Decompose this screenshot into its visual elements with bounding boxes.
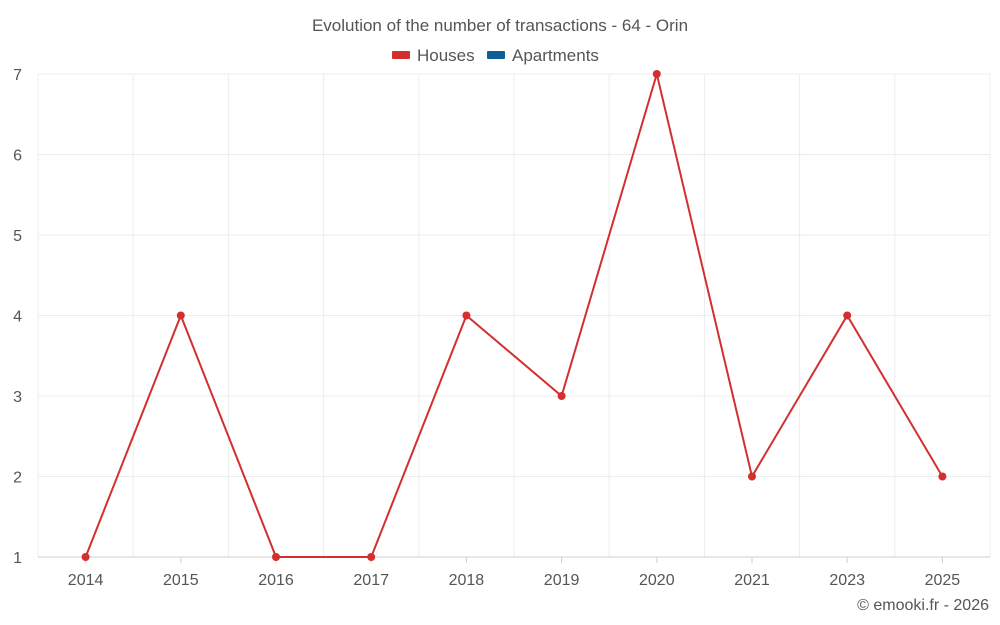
y-tick-label: 4 xyxy=(13,309,22,326)
chart-title: Evolution of the number of transactions … xyxy=(312,16,688,35)
legend-label-houses: Houses xyxy=(417,46,475,65)
data-point-houses-2016[interactable] xyxy=(272,553,280,561)
x-tick-label: 2023 xyxy=(829,572,865,589)
data-point-houses-2023[interactable] xyxy=(843,311,852,320)
data-point-houses-2019[interactable] xyxy=(557,392,566,400)
data-point-houses-2020[interactable] xyxy=(652,70,661,78)
legend-label-apartments: Apartments xyxy=(512,46,599,65)
data-point-houses-2014[interactable] xyxy=(81,553,90,561)
y-tick-label: 7 xyxy=(13,67,22,84)
data-point-houses-2017[interactable] xyxy=(367,553,376,561)
x-tick-label: 2018 xyxy=(449,572,485,589)
legend-item-apartments[interactable]: Apartments xyxy=(487,46,599,65)
data-point-houses-2025[interactable] xyxy=(938,472,947,481)
legend: Houses Apartments xyxy=(392,46,599,65)
y-tick-label: 5 xyxy=(13,228,22,245)
legend-swatch-apartments xyxy=(487,51,505,59)
x-axis: 2014 2015 2016 2017 2018 2019 2020 2021 2023 2025 xyxy=(38,556,990,589)
data-point-houses-2018[interactable] xyxy=(462,311,471,320)
y-tick-label: 6 xyxy=(13,148,22,165)
data-point-houses-2021[interactable] xyxy=(748,472,756,481)
y-tick-label: 3 xyxy=(13,389,22,406)
y-tick-label: 2 xyxy=(13,470,22,487)
credit-text: © emooki.fr - 2026 xyxy=(857,597,989,614)
x-tick-label: 2016 xyxy=(258,572,294,589)
x-tick-label: 2014 xyxy=(68,572,104,589)
data-point-houses-2015[interactable] xyxy=(176,311,185,320)
x-tick-label: 2017 xyxy=(353,572,389,589)
x-tick-label: 2021 xyxy=(734,572,770,589)
legend-swatch-houses xyxy=(392,51,410,59)
x-tick-label: 2025 xyxy=(925,572,961,589)
plot-area xyxy=(81,70,947,561)
gridlines xyxy=(37,73,991,557)
x-tick-label: 2015 xyxy=(163,572,199,589)
legend-item-houses[interactable]: Houses xyxy=(392,46,475,65)
series-line-houses xyxy=(84,70,944,558)
x-tick-label: 2019 xyxy=(544,572,580,589)
y-tick-label: 1 xyxy=(13,550,22,567)
x-tick-label: 2020 xyxy=(639,572,675,589)
y-axis: 1 2 3 4 5 6 7 xyxy=(13,67,22,567)
